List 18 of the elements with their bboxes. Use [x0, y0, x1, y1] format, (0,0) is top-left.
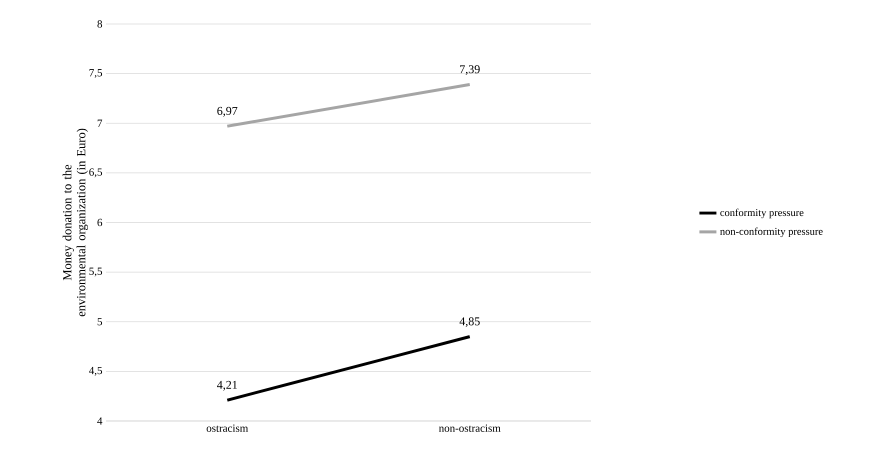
data-label: 6,97	[217, 106, 238, 117]
x-tick-label: non-ostracism	[438, 424, 501, 432]
y-tick-label: 6,5	[89, 168, 102, 178]
data-label: 7,39	[460, 65, 480, 76]
y-tick-label: 7	[98, 120, 102, 127]
legend-label: conformity pressure	[720, 208, 804, 218]
data-label: 4,21	[217, 380, 238, 391]
y-tick-label: 8	[97, 20, 102, 28]
data-label: 4,85	[460, 317, 480, 328]
y-axis-title: Money donation to the environmental organization (in Euro)	[62, 128, 88, 316]
y-tick-label: 4,5	[89, 366, 102, 376]
y-tick-label: 6	[97, 218, 102, 226]
y-tick-label: 7,5	[90, 69, 102, 78]
x-tick-label: ostracism	[206, 424, 248, 432]
y-tick-label: 5,5	[89, 268, 102, 277]
legend-label: non-conformity pressure	[720, 227, 823, 238]
y-tick-label: 4	[97, 417, 102, 425]
y-tick-label: 5	[98, 318, 102, 326]
